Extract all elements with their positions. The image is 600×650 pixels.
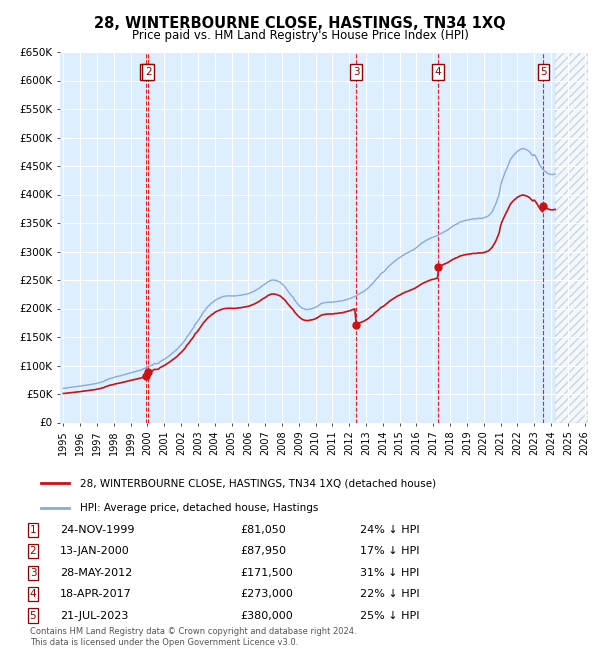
Text: £171,500: £171,500 (240, 567, 293, 578)
Text: 4: 4 (435, 67, 442, 77)
Text: 21-JUL-2023: 21-JUL-2023 (60, 610, 128, 621)
Text: 1: 1 (142, 67, 149, 77)
Text: 28-MAY-2012: 28-MAY-2012 (60, 567, 132, 578)
Text: 5: 5 (540, 67, 547, 77)
Text: 31% ↓ HPI: 31% ↓ HPI (360, 567, 419, 578)
Text: 18-APR-2017: 18-APR-2017 (60, 589, 132, 599)
Text: 3: 3 (29, 567, 37, 578)
Text: £81,050: £81,050 (240, 525, 286, 535)
Text: 2: 2 (29, 546, 37, 556)
Text: 3: 3 (353, 67, 359, 77)
Text: HPI: Average price, detached house, Hastings: HPI: Average price, detached house, Hast… (80, 503, 318, 513)
Text: 24% ↓ HPI: 24% ↓ HPI (360, 525, 419, 535)
Text: 28, WINTERBOURNE CLOSE, HASTINGS, TN34 1XQ: 28, WINTERBOURNE CLOSE, HASTINGS, TN34 1… (94, 16, 506, 31)
Text: 24-NOV-1999: 24-NOV-1999 (60, 525, 134, 535)
Text: £87,950: £87,950 (240, 546, 286, 556)
Text: 28, WINTERBOURNE CLOSE, HASTINGS, TN34 1XQ (detached house): 28, WINTERBOURNE CLOSE, HASTINGS, TN34 1… (80, 478, 436, 488)
Text: 1: 1 (29, 525, 37, 535)
Text: 25% ↓ HPI: 25% ↓ HPI (360, 610, 419, 621)
Text: 5: 5 (29, 610, 37, 621)
Text: Contains HM Land Registry data © Crown copyright and database right 2024.
This d: Contains HM Land Registry data © Crown c… (30, 627, 356, 647)
Bar (555, 52, 588, 423)
Text: 2: 2 (145, 67, 151, 77)
Text: 13-JAN-2000: 13-JAN-2000 (60, 546, 130, 556)
Text: £380,000: £380,000 (240, 610, 293, 621)
Text: 4: 4 (29, 589, 37, 599)
Text: 17% ↓ HPI: 17% ↓ HPI (360, 546, 419, 556)
Text: Price paid vs. HM Land Registry's House Price Index (HPI): Price paid vs. HM Land Registry's House … (131, 29, 469, 42)
Text: £273,000: £273,000 (240, 589, 293, 599)
Text: 22% ↓ HPI: 22% ↓ HPI (360, 589, 419, 599)
